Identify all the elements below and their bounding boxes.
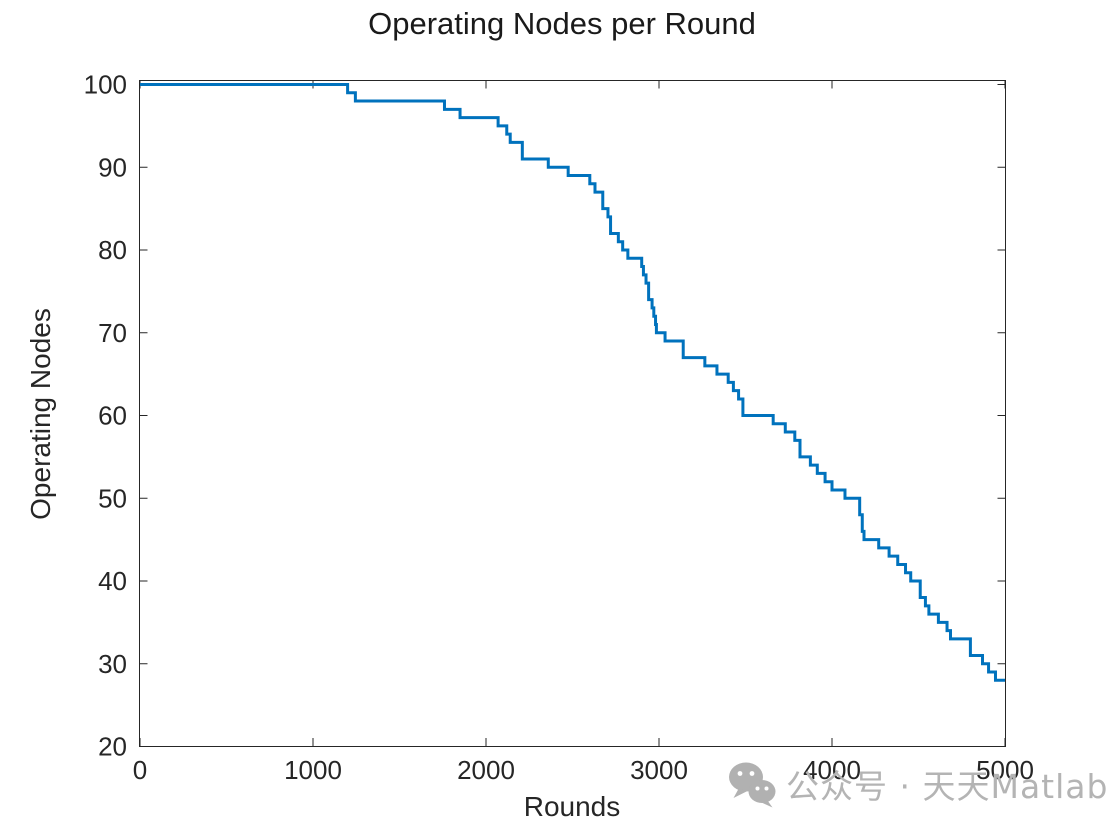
tick-label: 5000	[976, 755, 1034, 785]
tick-label: 60	[98, 401, 127, 431]
series-line	[140, 83, 1005, 682]
tick-label: 50	[98, 483, 127, 513]
tick-label: 0	[133, 755, 147, 785]
tick-label: 100	[84, 70, 127, 100]
y-axis-tick-labels: 20 30 40 50 60 70 80 90 100	[84, 70, 127, 762]
tick-label: 80	[98, 235, 127, 265]
tick-label: 1000	[284, 755, 342, 785]
axis-tick-marks	[139, 80, 1006, 747]
tick-label: 3000	[630, 755, 688, 785]
tick-label: 20	[98, 732, 127, 762]
tick-label: 4000	[803, 755, 861, 785]
tick-label: 30	[98, 649, 127, 679]
x-axis-label: Rounds	[524, 791, 621, 822]
tick-label: 70	[98, 318, 127, 348]
tick-label: 2000	[457, 755, 515, 785]
plot-border	[139, 80, 1006, 747]
tick-label: 40	[98, 566, 127, 596]
y-axis-label: Operating Nodes	[25, 308, 56, 520]
chart-title: Operating Nodes per Round	[368, 6, 756, 41]
x-axis-tick-labels: 0 1000 2000 3000 4000 5000	[133, 755, 1034, 785]
tick-label: 90	[98, 152, 127, 182]
